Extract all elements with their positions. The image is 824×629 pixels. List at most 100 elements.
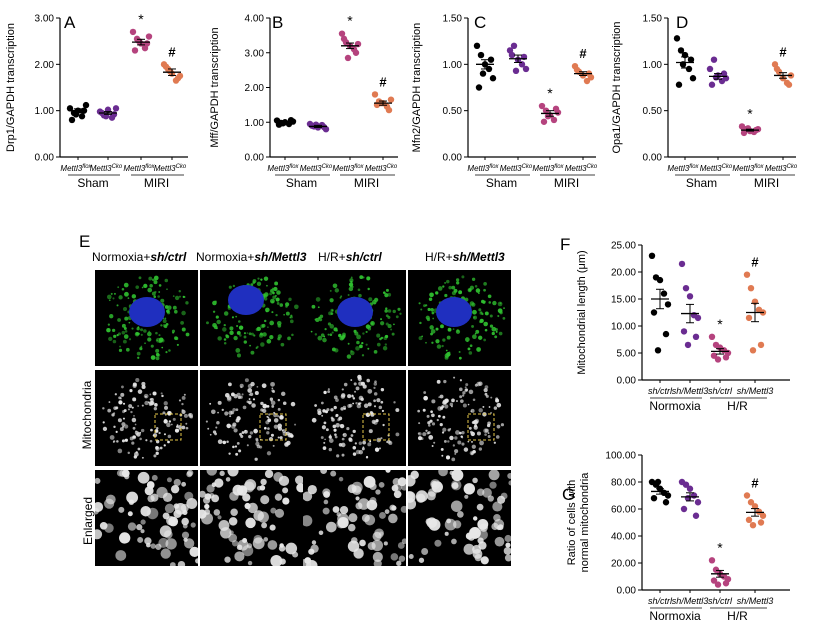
data-point xyxy=(664,301,672,308)
micrograph-speck xyxy=(155,356,160,361)
micrograph-speck xyxy=(277,323,282,328)
micrograph-speck xyxy=(140,333,143,336)
micrograph-speck xyxy=(249,344,252,347)
micrograph-speck xyxy=(380,400,384,404)
data-point xyxy=(710,352,718,359)
micrograph-speck xyxy=(117,286,120,289)
micrograph-speck xyxy=(104,498,115,509)
micrograph-texture xyxy=(418,275,506,360)
micrograph-speck xyxy=(454,449,459,454)
x-tick-label-base: Mettl3 xyxy=(300,164,322,173)
panel-letter-g: G xyxy=(562,485,575,504)
micrograph-speck xyxy=(367,542,376,551)
micrograph-speck xyxy=(398,555,406,562)
micrograph-speck xyxy=(358,293,362,298)
micrograph-speck xyxy=(408,491,416,503)
micrograph-speck xyxy=(185,301,189,305)
micrograph-speck xyxy=(294,304,299,310)
x-tick-label: sh/Mettl3 xyxy=(737,386,774,396)
y-tick-label: 0.00 xyxy=(643,153,663,164)
micrograph-speck xyxy=(347,394,352,399)
micrograph-speck xyxy=(190,522,196,528)
micrograph-speck xyxy=(227,470,239,477)
micrograph-speck xyxy=(246,332,249,334)
micrograph-speck xyxy=(108,299,111,302)
micrograph-speck xyxy=(322,337,327,343)
micrograph-speck xyxy=(150,400,155,406)
micrograph-texture xyxy=(417,376,505,462)
data-point xyxy=(320,123,328,131)
micrograph-speck xyxy=(292,551,299,558)
micrograph-speck xyxy=(484,328,488,332)
micrograph-speck xyxy=(480,299,485,304)
micrograph-speck xyxy=(352,397,356,400)
micrograph-speck xyxy=(393,323,395,326)
micrograph-speck xyxy=(356,334,361,340)
micrograph-speck xyxy=(166,309,170,313)
micrograph-speck xyxy=(476,347,481,352)
micrograph-speck xyxy=(366,378,370,383)
micrograph-speck xyxy=(327,333,330,336)
micrograph-speck xyxy=(236,544,243,551)
micrograph-speck xyxy=(491,331,495,336)
y-tick-label: 1.00 xyxy=(443,60,463,71)
micrograph-speck xyxy=(429,292,434,298)
micrograph-speck xyxy=(255,439,259,442)
micrograph-speck xyxy=(102,426,108,432)
x-tick-label-base: Mettl3 xyxy=(365,164,387,173)
significance-hash: # xyxy=(379,74,387,89)
micrograph-speck xyxy=(140,428,145,433)
micrograph-speck xyxy=(350,350,355,356)
x-tick-label-sup: Cko xyxy=(587,164,598,170)
micrograph-speck xyxy=(247,388,253,393)
micrograph-speck xyxy=(176,425,179,428)
micrograph-speck xyxy=(329,289,332,292)
micrograph-speck xyxy=(240,386,243,389)
micrograph-speck xyxy=(133,414,135,417)
micrograph-speck xyxy=(484,392,488,396)
data-point xyxy=(510,42,518,49)
x-tick-label-base: Mettl3 xyxy=(332,164,354,173)
micrograph-speck xyxy=(178,289,181,293)
significance-hash: # xyxy=(168,44,176,59)
y-tick-label: 4.00 xyxy=(245,14,265,25)
micrograph-speck xyxy=(436,418,439,422)
micrograph-speck xyxy=(373,420,378,425)
micrograph-speck xyxy=(356,403,362,409)
micrograph-speck xyxy=(135,332,139,336)
micrograph-speck xyxy=(453,376,456,379)
micrograph-speck xyxy=(236,330,241,335)
micrograph-speck xyxy=(454,436,458,440)
micrograph-speck xyxy=(428,297,433,301)
x-tick-label: Mettl3Cko xyxy=(700,164,733,173)
group-label: Normoxia xyxy=(649,609,701,623)
micrograph-speck xyxy=(206,470,218,476)
micrograph-speck xyxy=(389,504,396,511)
micrograph-speck xyxy=(217,439,223,445)
micrograph-speck xyxy=(223,311,229,316)
micrograph-speck xyxy=(195,558,198,564)
micrograph-speck xyxy=(285,305,288,308)
micrograph-speck xyxy=(322,409,326,413)
micrograph-speck xyxy=(112,328,116,332)
micrograph-speck xyxy=(397,307,401,311)
micrograph-speck xyxy=(172,305,177,310)
y-tick-label: 0.00 xyxy=(617,586,637,597)
data-point xyxy=(708,81,716,88)
data-point xyxy=(708,333,716,340)
micrograph-speck xyxy=(421,335,423,338)
group-label: MIRI xyxy=(754,176,779,190)
micrograph-speck xyxy=(351,394,354,397)
micrograph-speck xyxy=(211,409,216,415)
micrograph-speck xyxy=(266,451,272,456)
micrograph-speck xyxy=(380,437,383,440)
row-label-enlarged: Enlarged xyxy=(81,496,95,546)
micrograph-speck xyxy=(449,435,454,441)
micrograph-speck xyxy=(321,414,324,417)
micrograph-speck xyxy=(487,432,490,434)
micrograph-speck xyxy=(112,441,115,443)
micrograph-speck xyxy=(139,431,142,434)
micrograph-speck xyxy=(464,386,467,389)
micrograph-speck xyxy=(347,342,350,345)
micrograph-speck xyxy=(189,415,194,419)
